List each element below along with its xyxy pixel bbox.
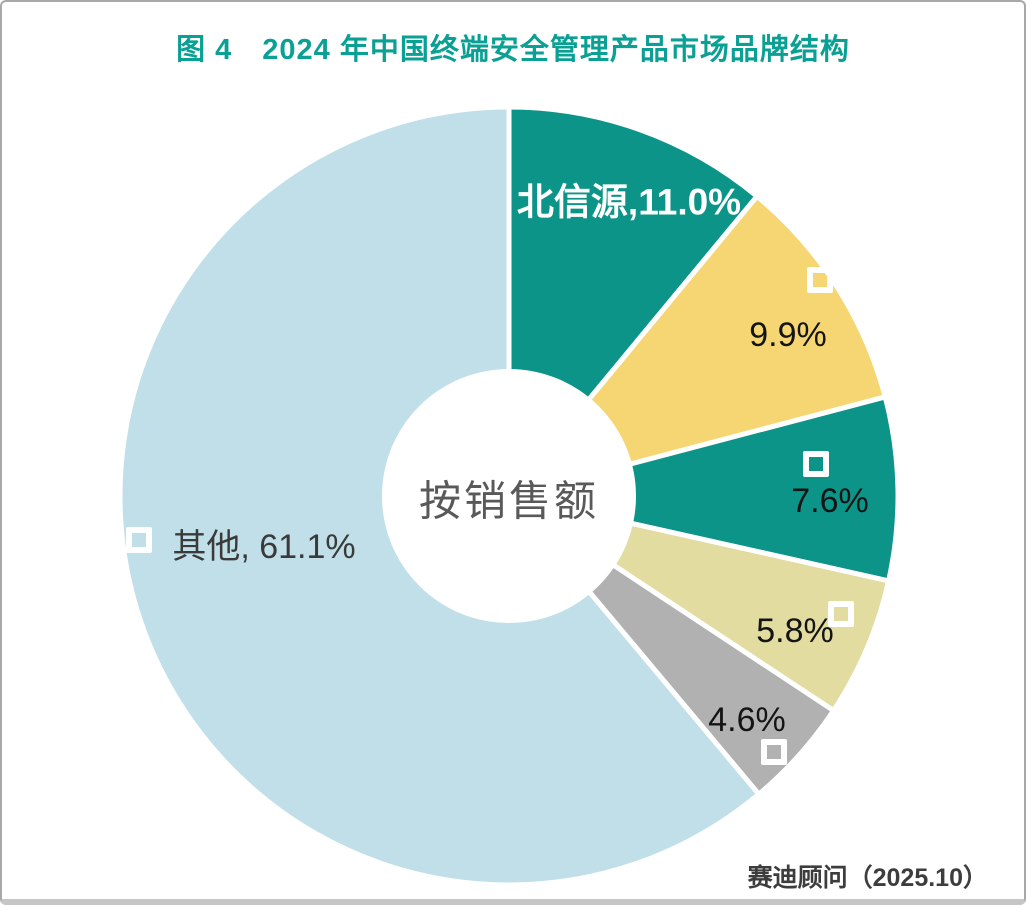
donut-center-label: 按销售额 [418, 477, 600, 525]
brand-marker-icon [828, 601, 854, 627]
brand-marker-icon [803, 451, 829, 477]
slice-label-others: 其他, 61.1% [172, 528, 356, 566]
pie-slice [506, 394, 901, 584]
slice-label-2: 9.9% [749, 316, 827, 354]
slice-label-3: 7.6% [791, 482, 869, 520]
brand-marker-icon [807, 267, 833, 293]
brand-marker-icon [761, 739, 787, 765]
donut-hole [382, 369, 636, 623]
slice-label-5: 4.6% [708, 701, 786, 739]
slice-label-4: 5.8% [756, 612, 834, 650]
source-caption: 赛迪顾问（2025.10） [747, 864, 988, 892]
slice-label-beixinyuan: 北信源,11.0% [516, 181, 742, 223]
brand-marker-icon [126, 527, 152, 553]
figure-title: 图 4 2024 年中国终端安全管理产品市场品牌结构 [176, 34, 850, 66]
